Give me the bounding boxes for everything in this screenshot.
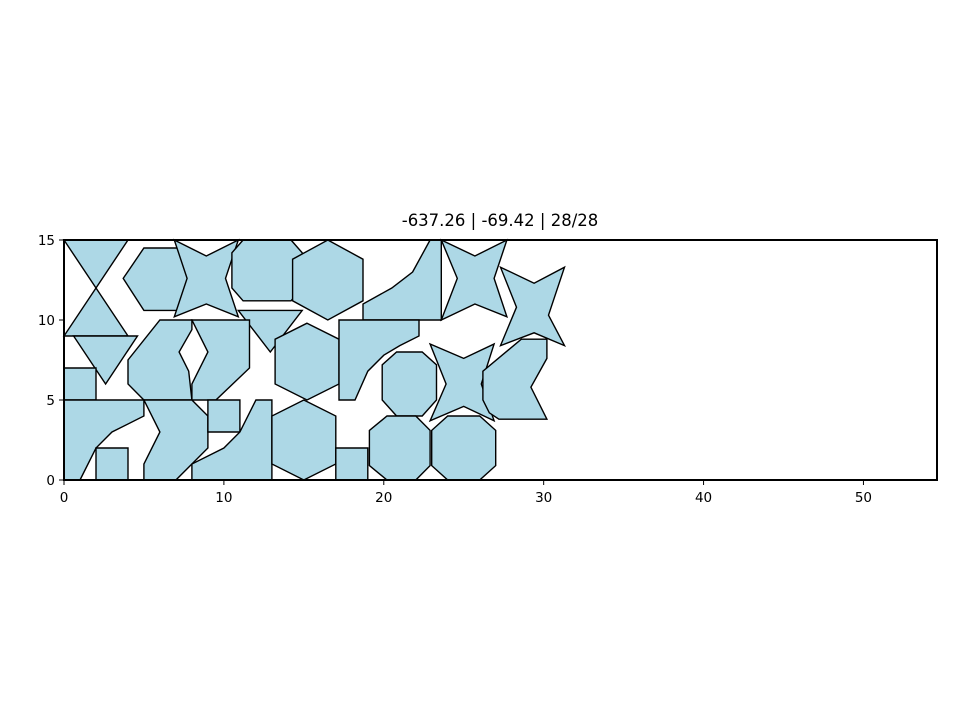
piece-octagon-3: [368, 415, 431, 481]
piece-quarter-piece-4: [191, 399, 273, 481]
x-tick-label: 50: [855, 490, 872, 506]
x-tick-label: 0: [60, 490, 69, 506]
pieces-group: [62, 238, 567, 481]
piece-hexagon-3: [274, 322, 340, 401]
piece-octagon-2: [381, 351, 438, 417]
piece-triangle-2: [62, 286, 130, 337]
piece-square-4: [335, 447, 369, 481]
chart-title: -637.26 | -69.42 | 28/28: [402, 211, 599, 230]
y-tick-label: 15: [38, 233, 55, 249]
axes-frame: [63, 239, 938, 481]
piece-star-2: [439, 238, 509, 322]
x-tick-label: 10: [215, 490, 232, 506]
piece-chevron-1: [127, 319, 193, 401]
piece-star-1: [173, 238, 240, 319]
x-tick-label: 30: [535, 490, 552, 506]
piece-quarter-piece-1: [362, 239, 442, 321]
x-tick-label: 20: [375, 490, 392, 506]
piece-chevron-2: [190, 319, 251, 401]
piece-quarter-piece-2: [338, 319, 420, 401]
piece-square-2: [95, 447, 129, 481]
y-tick-label: 0: [46, 473, 55, 489]
x-axis: 0 10 20 30 40 50: [60, 480, 872, 506]
piece-square-1: [63, 367, 97, 401]
piece-star-3: [499, 265, 567, 348]
piece-chevron-3: [482, 338, 549, 420]
y-tick-label: 5: [46, 393, 55, 409]
y-axis: 0 5 10 15: [38, 233, 64, 489]
piece-triangle-4: [236, 309, 304, 354]
x-tick-label: 40: [695, 490, 712, 506]
piece-triangle-3: [72, 335, 139, 386]
piece-octagon-4: [431, 415, 497, 481]
piece-octagon-1: [231, 239, 303, 302]
piece-hexagon-2: [291, 239, 364, 321]
piece-triangle-1: [62, 239, 130, 290]
piece-hexagon-4: [271, 399, 337, 481]
piece-star-4: [428, 342, 496, 423]
y-tick-label: 10: [38, 313, 55, 329]
piece-square-3: [207, 399, 241, 433]
piece-chevron-4: [142, 399, 209, 481]
